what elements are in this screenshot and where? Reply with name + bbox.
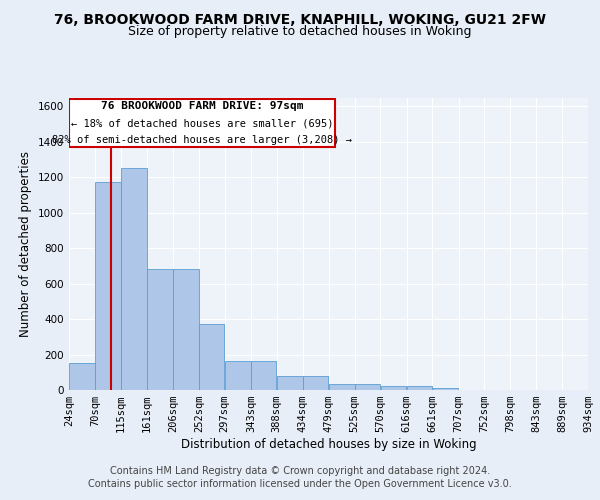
Text: Contains public sector information licensed under the Open Government Licence v3: Contains public sector information licen…	[88, 479, 512, 489]
X-axis label: Distribution of detached houses by size in Woking: Distribution of detached houses by size …	[181, 438, 476, 451]
Text: ← 18% of detached houses are smaller (695): ← 18% of detached houses are smaller (69…	[71, 118, 333, 128]
Bar	[121, 168, 147, 390]
Bar	[148, 270, 173, 390]
Bar	[277, 376, 302, 390]
Y-axis label: Number of detached properties: Number of detached properties	[19, 151, 32, 337]
Text: 82% of semi-detached houses are larger (3,208) →: 82% of semi-detached houses are larger (…	[52, 135, 352, 145]
Bar	[329, 384, 355, 390]
FancyBboxPatch shape	[69, 100, 335, 147]
Bar	[355, 384, 380, 390]
Bar	[69, 364, 95, 390]
Bar	[251, 361, 277, 390]
Text: 76 BROOKWOOD FARM DRIVE: 97sqm: 76 BROOKWOOD FARM DRIVE: 97sqm	[101, 102, 303, 112]
Bar	[303, 376, 328, 390]
Text: 76, BROOKWOOD FARM DRIVE, KNAPHILL, WOKING, GU21 2FW: 76, BROOKWOOD FARM DRIVE, KNAPHILL, WOKI…	[54, 12, 546, 26]
Bar	[407, 386, 432, 390]
Bar	[433, 388, 458, 390]
Bar	[380, 386, 406, 390]
Bar	[95, 182, 121, 390]
Text: Contains HM Land Registry data © Crown copyright and database right 2024.: Contains HM Land Registry data © Crown c…	[110, 466, 490, 476]
Bar	[199, 324, 224, 390]
Bar	[225, 361, 251, 390]
Text: Size of property relative to detached houses in Woking: Size of property relative to detached ho…	[128, 25, 472, 38]
Bar	[173, 270, 199, 390]
